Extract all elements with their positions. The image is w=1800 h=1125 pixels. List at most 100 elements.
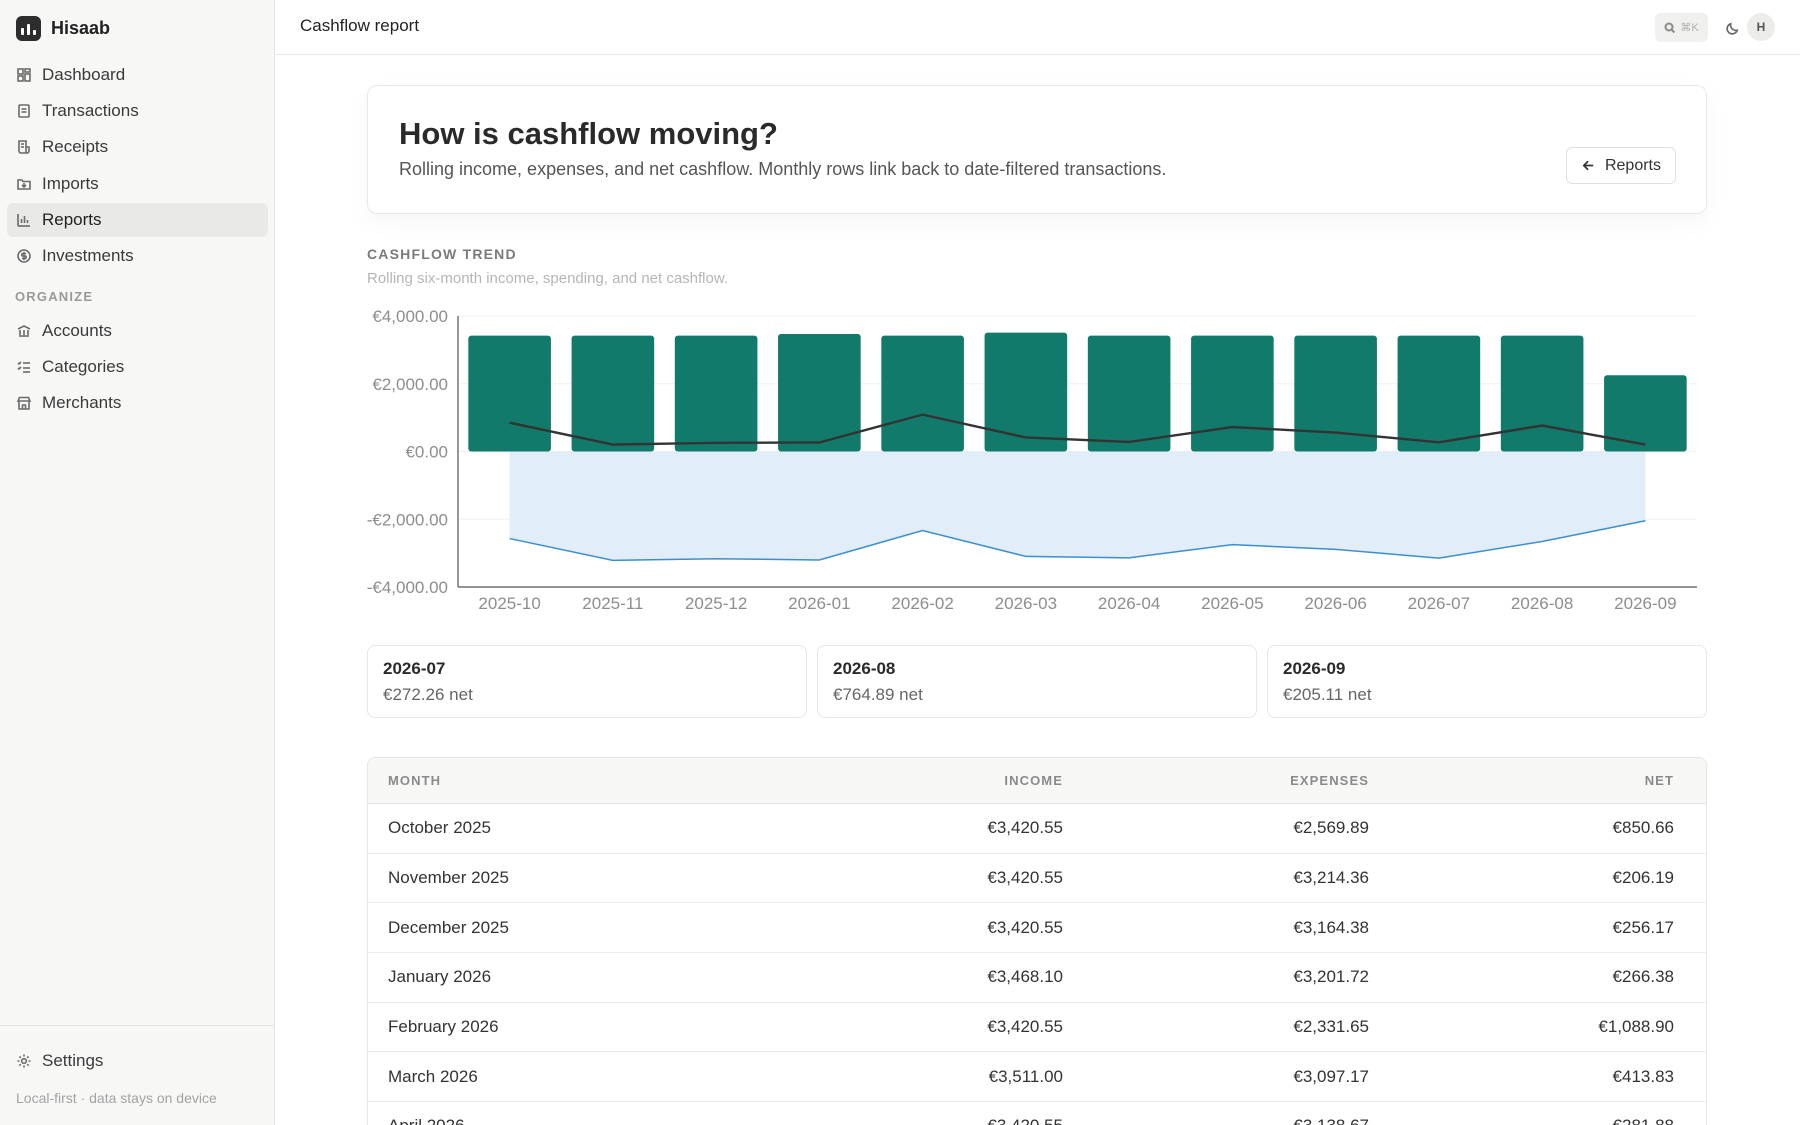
column-header-month: MONTH xyxy=(388,773,442,788)
sidebar-item-categories[interactable]: Categories xyxy=(7,350,268,384)
cell-net: €850.66 xyxy=(1612,818,1674,838)
logo-chart-icon xyxy=(16,15,41,41)
page-title: Cashflow report xyxy=(300,16,420,35)
trend-section-subtitle: Rolling six-month income, spending, and … xyxy=(367,270,729,287)
card-month: 2026-09 xyxy=(1283,659,1346,678)
cell-net: €413.83 xyxy=(1612,1066,1674,1086)
trend-section-label: CASHFLOW TREND xyxy=(367,246,517,262)
brand[interactable]: Hisaab xyxy=(16,15,111,41)
sidebar-item-label: Transactions xyxy=(42,101,139,121)
table-row[interactable]: October 2025 €3,420.55 €2,569.89 €850.66 xyxy=(368,804,1706,854)
cell-expenses: €3,164.38 xyxy=(1293,917,1369,937)
sidebar-item-merchants[interactable]: Merchants xyxy=(7,386,268,420)
hero-description: Rolling income, expenses, and net cashfl… xyxy=(399,159,1167,179)
search-button[interactable]: ⌘K xyxy=(1655,13,1708,42)
cell-net: €1,088.90 xyxy=(1598,1017,1674,1037)
table-row[interactable]: February 2026 €3,420.55 €2,331.65 €1,088… xyxy=(368,1003,1706,1053)
avatar[interactable]: H xyxy=(1747,13,1775,41)
x-tick-label: 2026-01 xyxy=(788,594,850,613)
sidebar-item-transactions[interactable]: Transactions xyxy=(7,94,268,128)
month-summary-card[interactable]: 2026-08 €764.89 net xyxy=(817,645,1257,718)
income-bar xyxy=(468,335,551,452)
table-row[interactable]: December 2025 €3,420.55 €3,164.38 €256.1… xyxy=(368,903,1706,954)
table-row[interactable]: January 2026 €3,468.10 €3,201.72 €266.38 xyxy=(368,953,1706,1003)
x-tick-label: 2026-02 xyxy=(891,594,953,613)
cell-expenses: €3,201.72 xyxy=(1293,967,1369,987)
sidebar-item-reports[interactable]: Reports xyxy=(7,202,268,237)
theme-toggle-button[interactable] xyxy=(1718,14,1746,42)
cell-income: €3,468.10 xyxy=(987,967,1063,987)
column-header-net: NET xyxy=(1644,773,1674,788)
x-tick-label: 2026-03 xyxy=(995,594,1057,613)
sidebar-item-dashboard[interactable]: Dashboard xyxy=(7,58,268,92)
cell-income: €3,511.00 xyxy=(988,1066,1063,1086)
sidebar-item-accounts[interactable]: Accounts xyxy=(7,314,268,348)
y-tick-label: €4,000.00 xyxy=(372,307,448,326)
sidebar-item-investments[interactable]: Investments xyxy=(7,239,268,273)
moon-icon xyxy=(1725,22,1738,35)
sidebar-item-label: Imports xyxy=(42,173,99,193)
income-bar xyxy=(1087,335,1171,452)
local-first-note: Local-first · data stays on device xyxy=(16,1090,217,1106)
sidebar-item-label: Receipts xyxy=(42,137,109,157)
table-row[interactable]: April 2026 €3,420.55 €3,138.67 €281.88 xyxy=(368,1102,1706,1125)
expenses-area xyxy=(509,451,1646,561)
back-to-reports-label: Reports xyxy=(1604,156,1661,174)
organize-section-label: ORGANIZE xyxy=(15,289,94,304)
arrow-left-icon xyxy=(1582,160,1594,171)
x-tick-label: 2026-08 xyxy=(1511,594,1573,613)
income-bar xyxy=(1397,335,1481,452)
x-tick-label: 2026-06 xyxy=(1304,594,1366,613)
cell-month: January 2026 xyxy=(388,967,492,987)
x-tick-label: 2025-12 xyxy=(685,594,747,613)
card-net: €205.11 net xyxy=(1283,685,1372,704)
cell-income: €3,420.55 xyxy=(987,917,1063,937)
card-net: €272.26 net xyxy=(383,685,473,704)
cashflow-table: MONTH INCOME EXPENSES NET October 2025 €… xyxy=(367,757,1707,1125)
sidebar-item-imports[interactable]: Imports xyxy=(7,167,268,201)
recent-month-cards: 2026-07 €272.26 net 2026-08 €764.89 net … xyxy=(367,645,1707,718)
income-bar xyxy=(1191,335,1274,452)
column-header-income: INCOME xyxy=(1004,773,1063,788)
search-icon xyxy=(1664,22,1676,33)
sidebar-item-label: Categories xyxy=(42,357,125,377)
income-bar xyxy=(1604,375,1687,452)
organize-nav: Accounts Categories Merchants xyxy=(7,314,268,423)
income-bar xyxy=(984,332,1068,452)
income-bar xyxy=(571,335,655,452)
primary-nav: Dashboard Transactions Receipts Imports … xyxy=(7,58,268,275)
app-name: Hisaab xyxy=(51,17,111,38)
sidebar-item-settings[interactable]: Settings xyxy=(7,1044,268,1078)
y-tick-label: €0.00 xyxy=(405,443,448,462)
cell-net: €256.17 xyxy=(1612,917,1674,937)
sidebar-item-receipts[interactable]: Receipts xyxy=(7,130,268,164)
y-tick-label: -€4,000.00 xyxy=(367,578,448,597)
card-month: 2026-07 xyxy=(383,659,446,678)
back-to-reports-button[interactable]: Reports xyxy=(1565,147,1676,184)
sidebar-footer: Settings Local-first · data stays on dev… xyxy=(0,1025,275,1125)
transactions-icon xyxy=(16,103,32,119)
cell-month: October 2025 xyxy=(388,818,492,838)
card-month: 2026-08 xyxy=(833,659,896,678)
cell-expenses: €3,138.67 xyxy=(1063,1116,1369,1125)
x-tick-label: 2025-10 xyxy=(478,594,540,613)
table-row[interactable]: March 2026 €3,511.00 €3,097.17 €413.83 xyxy=(368,1052,1706,1103)
sidebar-item-label: Investments xyxy=(42,245,134,265)
month-summary-card[interactable]: 2026-09 €205.11 net xyxy=(1267,645,1707,718)
income-bar xyxy=(1294,335,1377,452)
cell-net: €281.88 xyxy=(1369,1116,1674,1125)
reports-icon xyxy=(16,212,32,228)
dashboard-icon xyxy=(16,67,32,83)
month-summary-card[interactable]: 2026-07 €272.26 net xyxy=(367,645,807,718)
cell-month: April 2026 xyxy=(368,1116,923,1125)
cell-expenses: €2,569.89 xyxy=(1293,818,1369,838)
cell-net: €266.38 xyxy=(1612,967,1674,987)
table-row[interactable]: November 2025 €3,420.55 €3,214.36 €206.1… xyxy=(368,854,1706,904)
cell-income: €3,420.55 xyxy=(987,868,1063,888)
expenses-line xyxy=(509,520,1646,562)
gear-icon xyxy=(16,1053,32,1069)
topbar: Cashflow report ⌘K H xyxy=(275,0,1800,55)
income-bar xyxy=(1500,335,1584,452)
imports-icon xyxy=(16,176,32,192)
accounts-icon xyxy=(16,323,32,339)
